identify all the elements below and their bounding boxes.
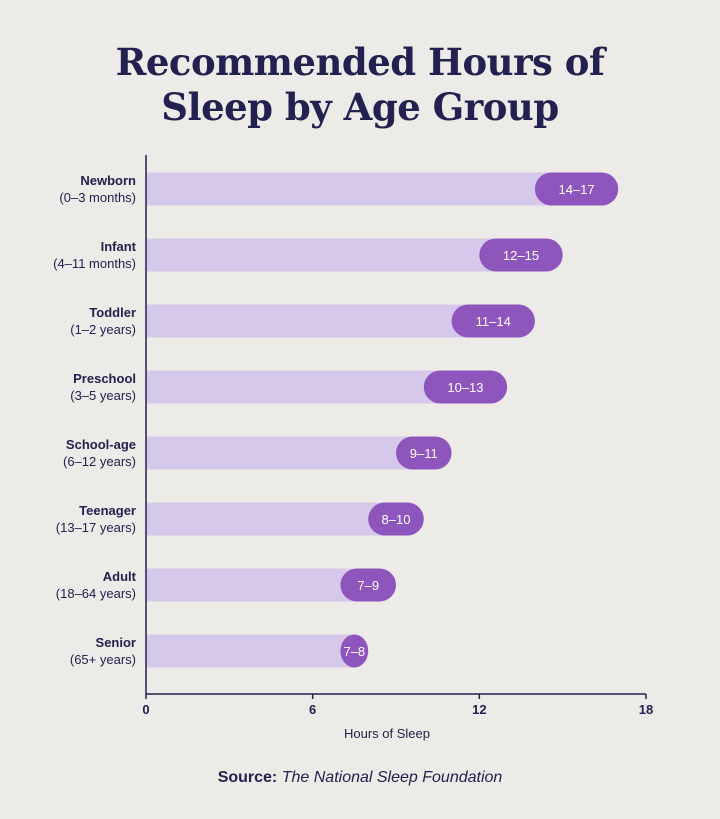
x-tick-label: 6 bbox=[309, 702, 316, 717]
category-label: Preschool bbox=[73, 371, 136, 386]
range-label: 9–11 bbox=[410, 446, 438, 461]
range-label: 12–15 bbox=[503, 248, 539, 263]
category-label: Toddler bbox=[89, 305, 136, 320]
category-sublabel: (18–64 years) bbox=[56, 586, 136, 601]
category-label: Adult bbox=[103, 569, 137, 584]
range-background-bar bbox=[146, 238, 563, 272]
range-background-bar bbox=[146, 436, 452, 470]
x-tick-label: 0 bbox=[142, 702, 149, 717]
range-background-bar bbox=[146, 304, 535, 338]
range-label: 7–9 bbox=[357, 578, 379, 593]
category-label: School-age bbox=[66, 437, 136, 452]
source-text: The National Sleep Foundation bbox=[281, 769, 503, 786]
range-label: 8–10 bbox=[382, 512, 411, 527]
category-sublabel: (6–12 years) bbox=[63, 454, 136, 469]
x-tick-label: 12 bbox=[472, 702, 486, 717]
chart-title: Recommended Hours of Sleep by Age Group bbox=[0, 40, 720, 130]
range-label: 11–14 bbox=[476, 314, 511, 329]
range-pill bbox=[479, 238, 563, 272]
category-sublabel: (13–17 years) bbox=[56, 520, 136, 535]
range-background-bar bbox=[146, 568, 396, 602]
range-pill bbox=[451, 304, 535, 338]
category-sublabel: (3–5 years) bbox=[70, 388, 136, 403]
chart-title-line-1: Recommended Hours of bbox=[115, 40, 605, 84]
range-pill bbox=[423, 370, 508, 404]
range-background-bar bbox=[146, 172, 619, 206]
source-label: Source: bbox=[217, 769, 278, 786]
range-pill bbox=[368, 502, 424, 536]
range-background-bar bbox=[146, 502, 424, 536]
category-label: Teenager bbox=[79, 503, 136, 518]
range-pill bbox=[340, 634, 369, 668]
x-tick-label: 18 bbox=[639, 702, 653, 717]
range-label: 10–13 bbox=[447, 380, 483, 395]
chart-title-line-2: Sleep by Age Group bbox=[161, 85, 559, 129]
range-pill bbox=[396, 436, 452, 470]
range-label: 14–17 bbox=[558, 182, 594, 197]
range-background-bar bbox=[146, 370, 508, 404]
category-label: Newborn bbox=[80, 173, 136, 188]
range-pill bbox=[340, 568, 396, 602]
range-label: 7–8 bbox=[343, 644, 365, 659]
range-pill bbox=[534, 172, 619, 206]
source-note: Source: The National Sleep Foundation bbox=[0, 769, 720, 787]
category-sublabel: (1–2 years) bbox=[70, 322, 136, 337]
category-sublabel: (0–3 months) bbox=[59, 190, 136, 205]
category-label: Infant bbox=[101, 239, 137, 254]
category-sublabel: (4–11 months) bbox=[53, 256, 136, 271]
category-sublabel: (65+ years) bbox=[70, 652, 136, 667]
category-label: Senior bbox=[96, 635, 136, 650]
x-axis-label: Hours of Sleep bbox=[344, 726, 430, 741]
range-background-bar bbox=[146, 634, 369, 668]
